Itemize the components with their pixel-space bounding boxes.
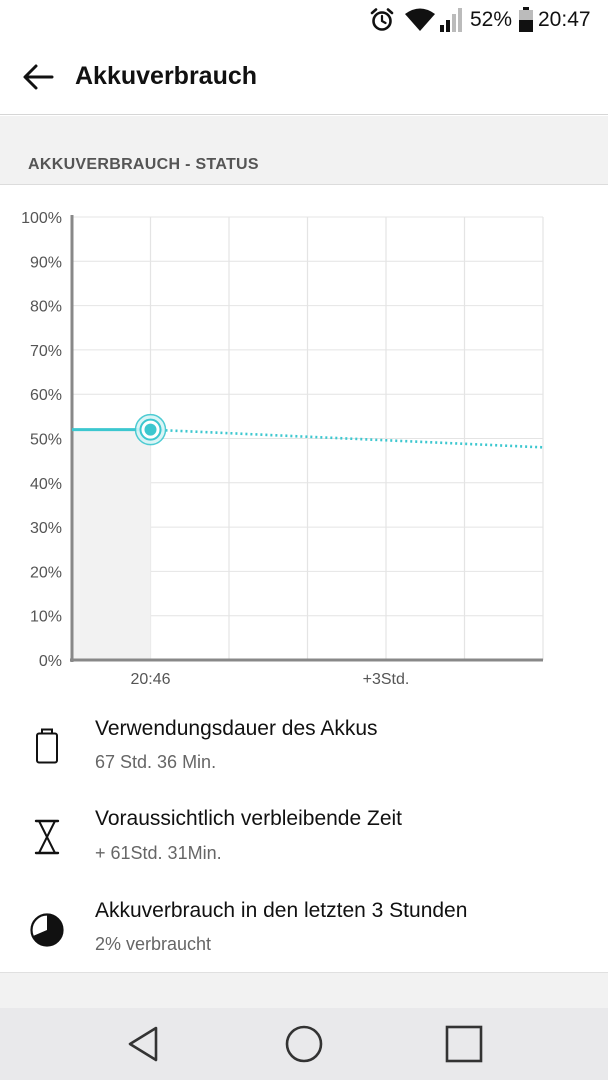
nav-recents-button[interactable] bbox=[434, 1020, 494, 1068]
battery-chart: 0% 10% 20% 30% 40% 50% 60% 70% 80% 90% 100% 20:46 +3… bbox=[0, 186, 608, 696]
page-title: Akkuverbrauch bbox=[75, 62, 258, 90]
recents-square-icon bbox=[445, 1025, 483, 1063]
hourglass-icon bbox=[27, 817, 67, 857]
info-title: Verwendungsdauer des Akkus bbox=[95, 717, 378, 740]
battery-chart-svg: 0% 10% 20% 30% 40% 50% 60% 70% 80% 90% 100% 20:46 +3… bbox=[21, 210, 544, 688]
battery-percent: 52% bbox=[470, 8, 513, 31]
info-subtitle: 2% verbraucht bbox=[95, 934, 212, 954]
y-tick-label: 30% bbox=[30, 520, 62, 537]
section-title: AKKUVERBRAUCH - STATUS bbox=[28, 156, 259, 173]
info-title: Voraussichtlich verbleibende Zeit bbox=[95, 807, 403, 830]
app-bar: Akkuverbrauch bbox=[0, 40, 608, 115]
home-circle-icon bbox=[285, 1025, 323, 1063]
y-tick-label: 80% bbox=[30, 299, 62, 316]
info-item-usage-last-3h: Akkuverbrauch in den letzten 3 Stunden 2… bbox=[0, 884, 608, 976]
y-tick-label: 40% bbox=[30, 476, 62, 493]
info-item-remaining-time: Voraussichtlich verbleibende Zeit + 61St… bbox=[0, 792, 608, 884]
y-tick-label: 70% bbox=[30, 343, 62, 360]
forecast-line bbox=[150, 428, 544, 449]
battery-icon bbox=[518, 6, 534, 34]
history-fill-area bbox=[72, 429, 151, 660]
cell-signal-icon bbox=[439, 6, 465, 34]
alarm-icon bbox=[369, 6, 395, 34]
x-tick-label: +3Std. bbox=[363, 671, 410, 688]
y-tick-label: 0% bbox=[39, 653, 62, 670]
y-tick-label: 100% bbox=[21, 210, 62, 227]
battery-outline-icon bbox=[27, 726, 67, 766]
bottom-spacer bbox=[0, 972, 608, 1008]
y-tick-label: 60% bbox=[30, 387, 62, 404]
y-tick-label: 20% bbox=[30, 564, 62, 581]
y-tick-label: 10% bbox=[30, 609, 62, 626]
info-subtitle: 67 Std. 36 Min. bbox=[95, 752, 217, 772]
navigation-bar bbox=[0, 1008, 608, 1080]
nav-home-button[interactable] bbox=[274, 1020, 334, 1068]
x-tick-label: 20:46 bbox=[130, 671, 170, 688]
arrow-left-icon bbox=[23, 64, 54, 90]
info-subtitle: + 61Std. 31Min. bbox=[95, 843, 222, 863]
clock: 20:47 bbox=[538, 8, 591, 31]
back-button[interactable] bbox=[14, 53, 62, 101]
y-tick-label: 50% bbox=[30, 432, 62, 449]
y-tick-label: 90% bbox=[30, 254, 62, 271]
current-point bbox=[144, 423, 157, 436]
nav-back-button[interactable] bbox=[114, 1020, 174, 1068]
back-triangle-icon bbox=[128, 1026, 158, 1062]
wifi-icon bbox=[404, 6, 436, 34]
section-header: AKKUVERBRAUCH - STATUS bbox=[0, 116, 608, 185]
pie-usage-icon bbox=[27, 910, 67, 950]
status-bar: 52% 20:47 bbox=[0, 0, 608, 40]
info-title: Akkuverbrauch in den letzten 3 Stunden bbox=[95, 899, 468, 922]
info-item-usage-duration: Verwendungsdauer des Akkus 67 Std. 36 Mi… bbox=[0, 700, 608, 792]
